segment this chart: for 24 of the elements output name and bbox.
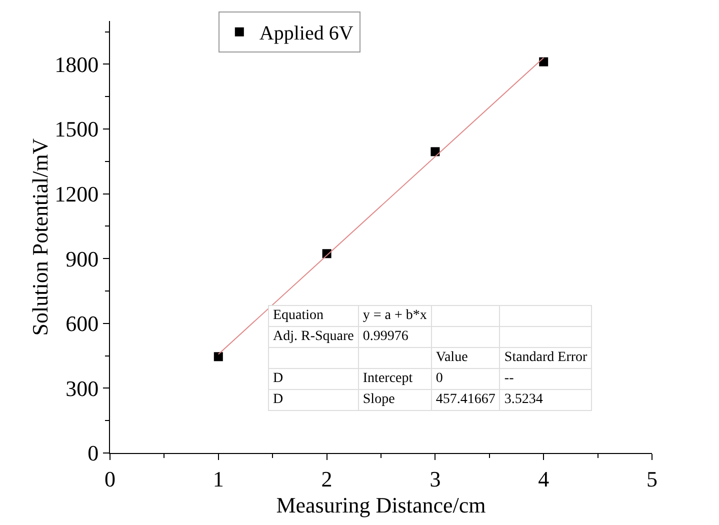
y-tick-label: 1800: [54, 52, 99, 77]
text: Value Standard Error: [436, 350, 588, 365]
x-tick-label: 5: [646, 466, 658, 492]
y-tick-label: 0: [88, 440, 99, 466]
x-tick-label: 0: [104, 466, 116, 492]
y-tick-label: 1200: [54, 182, 99, 206]
x-tick-label: 4: [538, 466, 550, 492]
legend-label: Applied 6V: [259, 22, 354, 45]
x-axis-title: Measuring Distance/cm: [276, 492, 486, 518]
text: D Slope 457.41667 3.5234: [273, 392, 543, 407]
y-tick-label: 300: [66, 376, 99, 401]
point: [539, 57, 548, 66]
y-tick-label: 900: [66, 246, 99, 272]
x-tick-label: 2: [321, 466, 332, 492]
annotation: Adj. R-Square 0.99976: [272, 328, 410, 346]
point: [214, 352, 223, 362]
y-tick-label: 1500: [54, 116, 99, 142]
x-tick-label: 1: [212, 466, 224, 492]
x-tick-label: 3: [430, 466, 441, 492]
text: Equation y = a + b*x: [273, 308, 427, 323]
point: [430, 147, 440, 156]
text: D Intercept 0 --: [273, 371, 514, 386]
y-axis-title: Solution Potential/mV: [28, 138, 53, 336]
y-tick-label: 600: [66, 311, 99, 336]
